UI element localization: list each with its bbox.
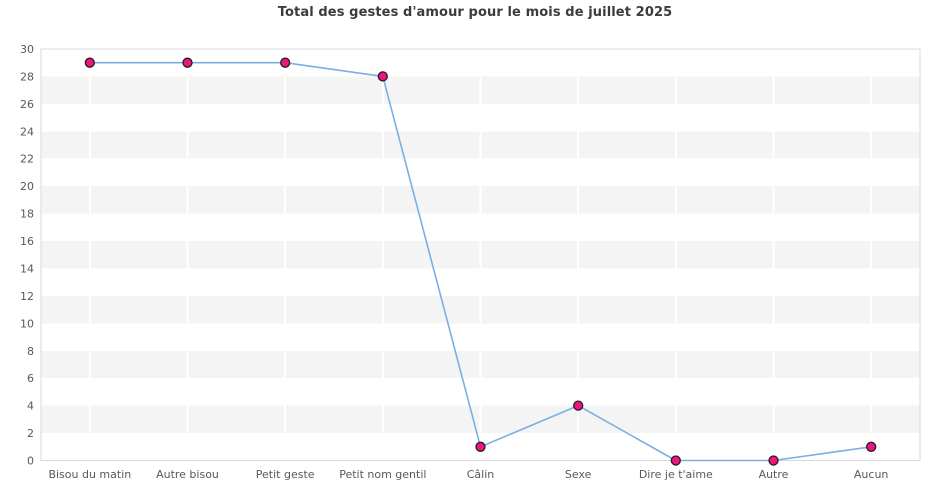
x-tick-label: Sexe	[565, 468, 592, 481]
y-tick-label: 0	[27, 455, 34, 468]
vertical-gridline	[88, 49, 91, 461]
y-tick-label: 22	[20, 153, 34, 166]
x-tick-label: Autre bisou	[156, 468, 219, 481]
x-tick-label: Petit geste	[256, 468, 315, 481]
x-tick-label: Petit nom gentil	[339, 468, 426, 481]
vertical-gridline	[479, 49, 482, 461]
y-tick-label: 12	[20, 290, 34, 303]
y-tick-label: 24	[20, 125, 34, 138]
vertical-gridline	[577, 49, 580, 461]
vertical-gridline	[870, 49, 873, 461]
vertical-gridline	[381, 49, 384, 461]
y-tick-label: 8	[27, 345, 34, 358]
vertical-gridline	[772, 49, 775, 461]
data-point	[475, 441, 486, 452]
y-tick-label: 4	[27, 400, 34, 413]
y-tick-label: 28	[20, 70, 34, 83]
y-tick-label: 18	[20, 208, 34, 221]
x-tick-label: Câlin	[467, 468, 495, 481]
vertical-gridline	[284, 49, 287, 461]
data-point	[377, 71, 388, 82]
x-tick-label: Autre	[759, 468, 789, 481]
x-tick-label: Bisou du matin	[48, 468, 131, 481]
y-tick-label: 6	[27, 372, 34, 385]
y-tick-label: 30	[20, 43, 34, 56]
plot-border	[40, 48, 921, 461]
x-tick-label: Dire je t'aime	[639, 468, 713, 481]
data-point	[768, 455, 779, 466]
data-point	[573, 400, 584, 411]
data-point	[84, 57, 95, 68]
data-point	[670, 455, 681, 466]
y-tick-label: 16	[20, 235, 34, 248]
y-tick-label: 2	[27, 427, 34, 440]
vertical-gridline	[674, 49, 677, 461]
data-point	[280, 57, 291, 68]
y-tick-label: 10	[20, 317, 34, 330]
data-point	[182, 57, 193, 68]
y-tick-label: 26	[20, 98, 34, 111]
y-tick-label: 20	[20, 180, 34, 193]
chart-title: Total des gestes d'amour pour le mois de…	[277, 5, 673, 20]
vertical-gridline	[186, 49, 189, 461]
data-point	[866, 441, 877, 452]
x-tick-label: Aucun	[854, 468, 889, 481]
y-tick-label: 14	[20, 262, 34, 275]
